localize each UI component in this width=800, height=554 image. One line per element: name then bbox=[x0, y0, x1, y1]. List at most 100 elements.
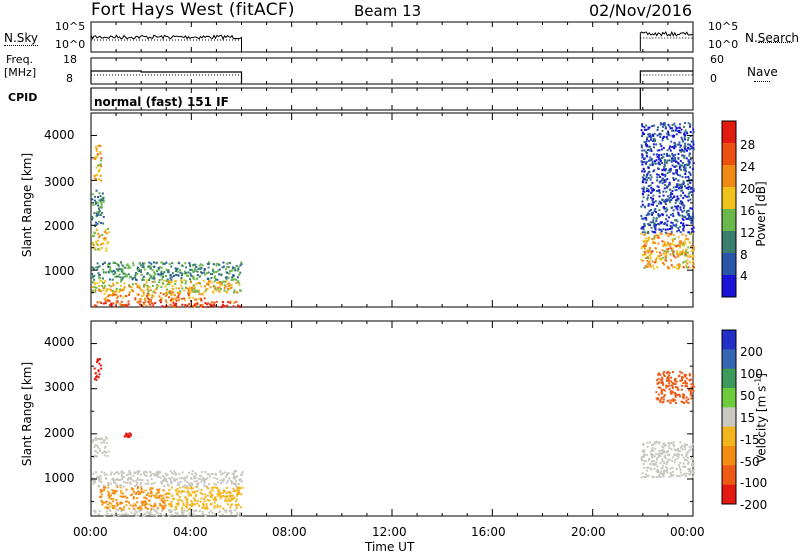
power-cell bbox=[678, 143, 681, 146]
power-cell bbox=[99, 152, 102, 155]
velocity-cell bbox=[165, 474, 168, 477]
power-cell bbox=[237, 280, 239, 283]
power-cell bbox=[197, 297, 200, 300]
velocity-cell bbox=[126, 500, 129, 503]
power-cell bbox=[660, 201, 662, 204]
velocity-cell bbox=[182, 502, 185, 505]
velocity-cell bbox=[673, 445, 676, 448]
power-cell bbox=[198, 264, 201, 267]
power-cell bbox=[654, 261, 656, 264]
power-cell bbox=[112, 269, 115, 272]
velocity-cell bbox=[188, 482, 191, 485]
velocity-cell bbox=[661, 392, 664, 395]
power-cell bbox=[646, 198, 649, 201]
power-cell bbox=[645, 218, 648, 221]
velocity-cell bbox=[674, 399, 677, 402]
power-cell bbox=[681, 210, 684, 213]
velocity-cell bbox=[156, 496, 159, 499]
power-cell bbox=[107, 265, 110, 268]
velocity-cell bbox=[103, 514, 106, 517]
power-cell bbox=[227, 266, 230, 269]
velocity-cell bbox=[115, 471, 117, 474]
power-cell bbox=[177, 287, 180, 290]
velocity-cell bbox=[671, 470, 674, 473]
velocity-cell bbox=[198, 474, 201, 477]
power-cell bbox=[691, 230, 694, 233]
power-cell bbox=[229, 270, 232, 273]
velocity-cell bbox=[201, 493, 204, 496]
power-cell bbox=[658, 191, 661, 194]
velocity-cell bbox=[97, 370, 100, 373]
power-cell bbox=[686, 210, 689, 212]
power-cell bbox=[688, 178, 690, 181]
velocity-cell bbox=[107, 494, 110, 497]
power-cell bbox=[136, 272, 139, 275]
velocity-cell bbox=[183, 484, 186, 487]
nave-label: Nave bbox=[747, 65, 778, 79]
power-cell bbox=[667, 266, 669, 268]
power-cell bbox=[210, 277, 213, 279]
velocity-cell bbox=[196, 502, 199, 505]
power-cell bbox=[91, 266, 94, 269]
velocity-cell bbox=[222, 495, 225, 497]
power-cell bbox=[237, 304, 239, 307]
power-cell bbox=[112, 290, 115, 293]
power-cell bbox=[689, 158, 692, 161]
power-cell bbox=[98, 206, 101, 209]
power-cell bbox=[687, 146, 690, 149]
velocity-cell bbox=[672, 400, 675, 402]
power-cell bbox=[174, 267, 177, 270]
power-cell bbox=[679, 243, 682, 246]
power-cell bbox=[642, 188, 645, 191]
velocity-cell bbox=[144, 474, 147, 477]
power-cell bbox=[663, 122, 666, 124]
velocity-cell bbox=[97, 484, 100, 487]
power-cell bbox=[124, 275, 126, 278]
velocity-cell bbox=[687, 462, 689, 465]
velocity-cell bbox=[176, 499, 179, 502]
velocity-cell bbox=[104, 473, 107, 476]
power-cell bbox=[652, 135, 655, 137]
velocity-cell bbox=[211, 511, 214, 514]
power-cell bbox=[663, 153, 666, 156]
velocity-cell bbox=[226, 472, 229, 475]
power-cell bbox=[211, 269, 214, 272]
velocity-cell bbox=[100, 496, 103, 498]
power-cell bbox=[687, 122, 690, 125]
power-cell bbox=[102, 238, 105, 241]
velocity-cell bbox=[107, 486, 110, 489]
velocity-cell bbox=[688, 445, 691, 448]
velocity-cell bbox=[685, 458, 688, 461]
power-cell bbox=[228, 282, 231, 285]
power-cell bbox=[664, 210, 667, 213]
power-cell bbox=[115, 287, 118, 290]
power-cell bbox=[653, 225, 656, 228]
power-cell bbox=[112, 261, 115, 264]
power-cell bbox=[97, 144, 100, 147]
power-cell bbox=[115, 301, 118, 304]
power-cell bbox=[156, 286, 158, 289]
velocity-cell bbox=[141, 502, 144, 505]
velocity-cell bbox=[191, 483, 194, 486]
velocity-cell bbox=[641, 472, 644, 475]
velocity-colorbar-bin bbox=[722, 330, 736, 350]
power-cell bbox=[654, 162, 657, 165]
power-cell bbox=[683, 136, 686, 139]
velocity-cell bbox=[656, 470, 659, 473]
velocity-cell bbox=[215, 498, 218, 501]
power-cell bbox=[667, 130, 670, 133]
velocity-cell bbox=[155, 511, 158, 514]
power-cell bbox=[686, 262, 689, 265]
power-cell bbox=[221, 266, 224, 269]
velocity-cbar-tick-neg15: -15 bbox=[740, 433, 760, 447]
velocity-cell bbox=[670, 399, 673, 402]
power-cell bbox=[642, 196, 645, 199]
velocity-cell bbox=[156, 507, 159, 510]
velocity-cell bbox=[152, 472, 155, 475]
power-cell bbox=[188, 297, 191, 300]
velocity-cell bbox=[149, 511, 152, 514]
power-cbar-tick-12: 12 bbox=[740, 226, 756, 240]
power-cell bbox=[184, 282, 187, 285]
power-cell bbox=[689, 172, 692, 175]
velocity-cell bbox=[692, 462, 695, 465]
